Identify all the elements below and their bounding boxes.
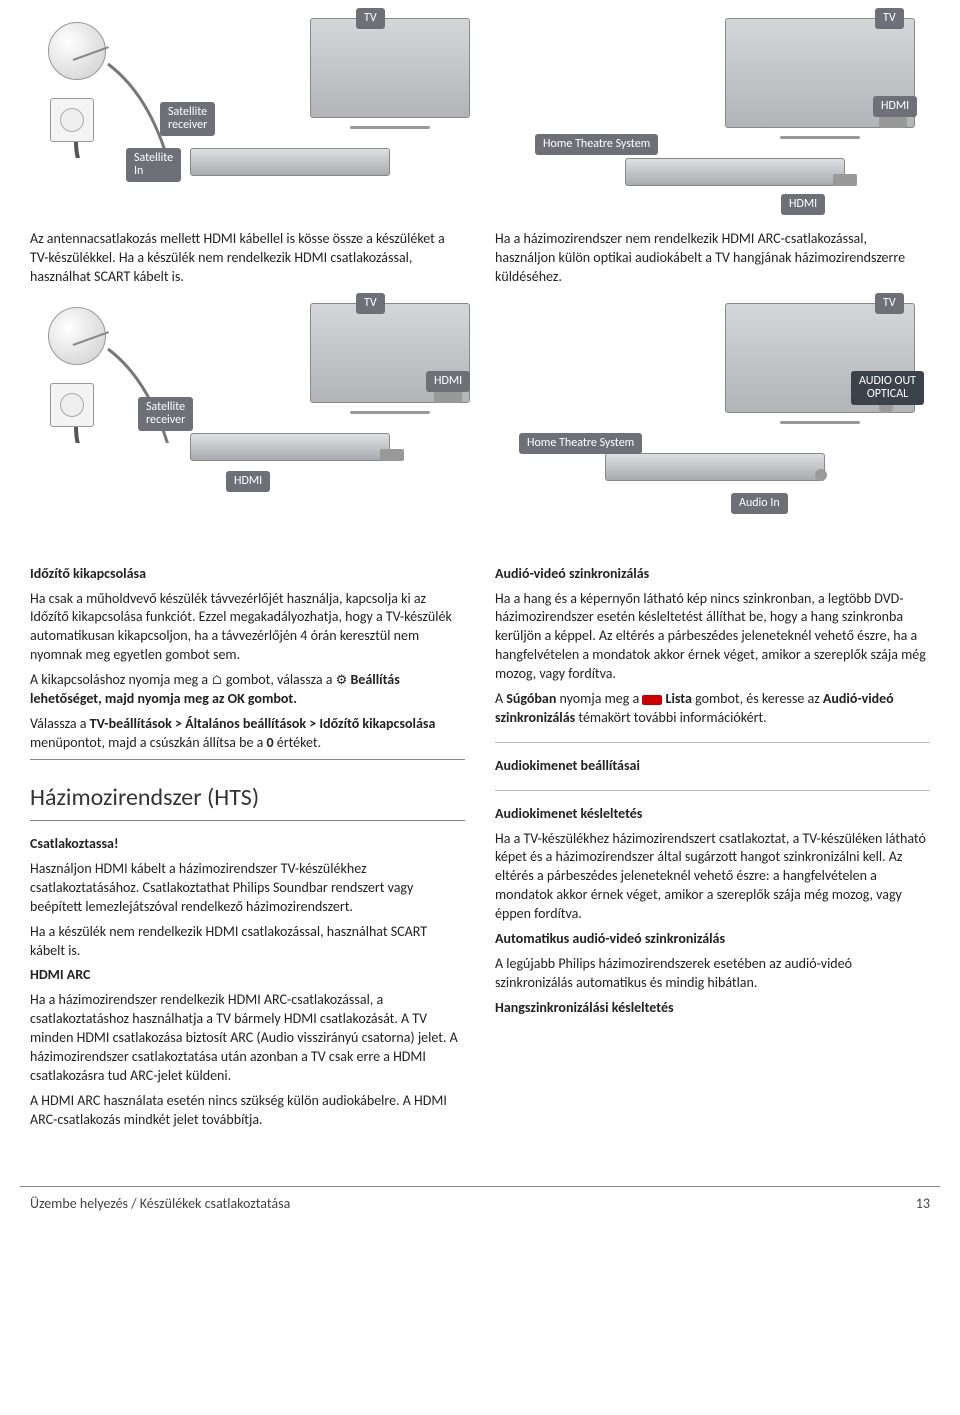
label-hdmi-3a: HDMI xyxy=(873,96,917,117)
diagram-antenna-satellite: TV Satellite receiver Satellite In xyxy=(30,8,465,218)
connect-text-1: Használjon HDMI kábelt a házimozirendsze… xyxy=(30,860,465,917)
diagram-hdmi-satellite: TV Satellite receiver HDMI HDMI xyxy=(30,293,465,553)
hdmi-arc-text-2: A HDMI ARC használata esetén nincs szüks… xyxy=(30,1092,465,1130)
label-tv4: TV xyxy=(875,293,904,314)
delay-text: Ha a TV-készülékhez házimozirendszert cs… xyxy=(495,830,930,924)
timer-heading: Időzítő kikapcsolása xyxy=(30,565,465,584)
footer-page-number: 13 xyxy=(916,1195,930,1214)
label-tv: TV xyxy=(356,8,385,29)
label-audio-in: Audio In xyxy=(731,493,788,514)
delay-heading: Audiokimenet késleltetés xyxy=(495,805,930,824)
label-tv3: TV xyxy=(875,8,904,29)
label-audio-out: AUDIO OUT OPTICAL xyxy=(851,371,924,405)
audio-out-heading: Audiokimenet beállításai xyxy=(495,757,930,776)
label-hdmi-box: HDMI xyxy=(226,471,270,492)
timer-text-2: A kikapcsoláshoz nyomja meg a ⌂ gombot, … xyxy=(30,671,465,709)
label-hdmi-tv: HDMI xyxy=(426,371,470,392)
label-hdmi-3b: HDMI xyxy=(781,194,825,215)
label-sat-receiver2: Satellite receiver xyxy=(138,397,193,431)
timer-text-3: Válassza a TV-beállítások > Általános be… xyxy=(30,715,465,753)
label-sat-in: Satellite In xyxy=(126,148,181,182)
label-hts4: Home Theatre System xyxy=(519,433,642,454)
auto-sync-heading: Automatikus audió-videó szinkronizálás xyxy=(495,930,930,949)
sync-text-1: Ha a hang és a képernyőn látható kép nin… xyxy=(495,590,930,684)
connect-text-2: Ha a készülék nem rendelkezik HDMI csatl… xyxy=(30,923,465,961)
home-icon: ⌂ xyxy=(211,672,222,690)
hts-section-title: Házimozirendszer (HTS) xyxy=(30,782,465,814)
footer-path: Üzembe helyezés / Készülékek csatlakozta… xyxy=(30,1195,290,1214)
connect-heading: Csatlakoztassa! xyxy=(30,835,465,854)
divider xyxy=(495,742,930,743)
left-column: TV Satellite receiver Satellite In Az an… xyxy=(30,8,465,1136)
cable-optical-svg xyxy=(495,293,795,443)
divider xyxy=(30,820,465,821)
diagram-hts-optical: TV Home Theatre System AUDIO OUT OPTICAL… xyxy=(495,293,930,553)
list-icon xyxy=(642,695,662,705)
hdmi-arc-text-1: Ha a házimozirendszer rendelkezik HDMI A… xyxy=(30,991,465,1085)
auto-sync-text: A legújabb Philips házimozirendszerek es… xyxy=(495,955,930,993)
label-tv2: TV xyxy=(356,293,385,314)
hsync-heading: Hangszinkronizálási késleltetés xyxy=(495,999,930,1018)
divider xyxy=(495,790,930,791)
hdmi-arc-heading: HDMI ARC xyxy=(30,966,465,985)
antenna-text: Az antennacsatlakozás mellett HDMI kábel… xyxy=(30,230,465,287)
timer-text-1: Ha csak a műholdvevő készülék távvezérlő… xyxy=(30,590,465,666)
right-intro: Ha a házimozirendszer nem rendelkezik HD… xyxy=(495,230,930,287)
sync-heading: Audió-videó szinkronizálás xyxy=(495,565,930,584)
sync-text-2: A Súgóban nyomja meg a Lista gombot, és … xyxy=(495,690,930,728)
divider xyxy=(30,759,465,760)
diagram-hts-hdmi: TV Home Theatre System HDMI HDMI xyxy=(495,8,930,218)
label-hts: Home Theatre System xyxy=(535,134,658,155)
gear-icon: ⚙ xyxy=(336,672,348,690)
right-column: TV Home Theatre System HDMI HDMI Ha a há… xyxy=(495,8,930,1136)
page-footer: Üzembe helyezés / Készülékek csatlakozta… xyxy=(20,1186,940,1234)
label-sat-receiver: Satellite receiver xyxy=(160,102,215,136)
